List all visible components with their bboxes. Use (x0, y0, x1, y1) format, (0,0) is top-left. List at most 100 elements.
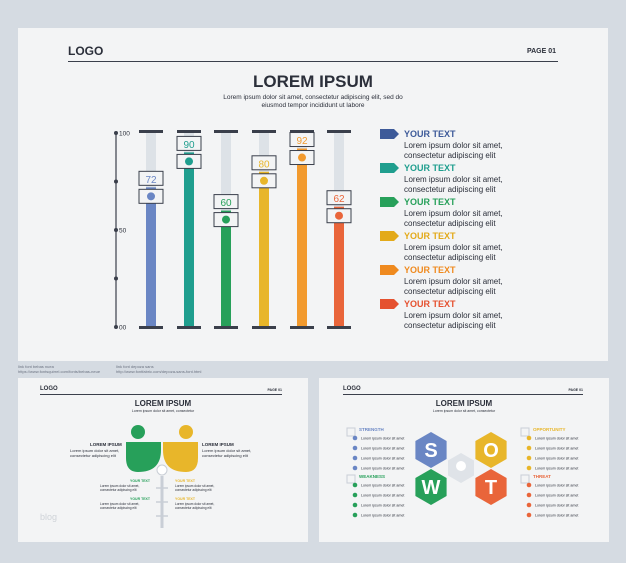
bar (334, 206, 344, 327)
bars-group: 72 90 60 80 92 62 (138, 130, 352, 329)
bar-bottom-cap (139, 326, 163, 329)
handshake-icon (260, 176, 268, 185)
y-tick-label: 50 (119, 228, 127, 235)
bullet-dot (526, 502, 532, 508)
font-caption-left-2[interactable]: https://www.fontsquirrel.com/fonts/bebas… (18, 369, 101, 374)
checkbox-icon (346, 474, 356, 484)
bullet-dot (526, 512, 532, 518)
legend-title: YOUR TEXT (404, 299, 456, 309)
value-label: 90 (183, 140, 195, 151)
checkbox-icon (520, 427, 530, 437)
checkbox-icon (346, 427, 356, 437)
legend-title: YOUR TEXT (404, 231, 456, 241)
bar (221, 210, 231, 327)
bar-bottom-cap (177, 326, 201, 329)
y-tick-label: 100 (119, 131, 130, 138)
item-1-label: YOUR TEXT (130, 479, 151, 483)
item-4-label: YOUR TEXT (175, 497, 196, 501)
legend-group: YOUR TEXT Lorem ipsum dolor sit amet, cons… (380, 129, 503, 330)
font-caption-right-2[interactable]: http://www.fontfabric.com/depoza-sans-fo… (116, 369, 202, 374)
swot-sub: Lorem ipsum dolor sit amet, consectetur (432, 409, 496, 413)
swot-hexagon (415, 432, 447, 468)
bullet-dot (526, 455, 532, 461)
main-slide: LOGO PAGE 01 LOREM IPSUM Lorem ipsum dol… (18, 28, 608, 361)
swot-rule (343, 394, 583, 395)
y-tick-label: 00 (119, 325, 127, 332)
item-2-label: YOUR TEXT (175, 479, 196, 483)
bullet-dot (352, 465, 358, 471)
bullet-dot (352, 502, 358, 508)
bullet-dot (526, 435, 532, 441)
legend-text-1: Lorem ipsum dolor sit amet, (404, 141, 503, 150)
right-head: LOREM IPSUM (202, 442, 234, 447)
bullet-text: Lorem ipsum dolor sit amet (535, 484, 578, 488)
bullet-dot (352, 445, 358, 451)
bar-top-cap (327, 130, 351, 133)
bar-top-cap (252, 130, 276, 133)
bar (297, 148, 307, 327)
thumb-rule (40, 394, 282, 395)
microphone-icon (335, 211, 343, 220)
swot-diagram: S O W T Lorem ipsum dolor sit amet Lorem ipsu… (346, 427, 578, 518)
thumb-logo: LOGO (40, 386, 58, 392)
item-3-label: YOUR TEXT (130, 497, 151, 501)
bullet-dot (526, 492, 532, 498)
legend-title: YOUR TEXT (404, 265, 456, 275)
item-4-text: Lorem ipsum dolor sit amet, consectetur … (175, 502, 215, 510)
swot-hexagon (475, 469, 507, 505)
recycle-icon (185, 157, 193, 166)
legend-text-1: Lorem ipsum dolor sit amet, (404, 175, 503, 184)
people-diagram (126, 425, 198, 528)
left-head: LOREM IPSUM (90, 442, 122, 447)
header-rule (68, 61, 558, 62)
value-label-box (289, 132, 315, 148)
y-axis-dot (114, 179, 118, 184)
bullet-text: Lorem ipsum dolor sit amet (361, 467, 404, 471)
bullet-dot (526, 482, 532, 488)
value-label-box (213, 194, 239, 210)
opportunity-label: OPPORTUNITY (533, 427, 566, 432)
swot-hexagon (475, 432, 507, 468)
bullet-text: Lorem ipsum dolor sit amet (535, 437, 578, 441)
legend-arrow-icon (380, 129, 399, 139)
bar (259, 171, 269, 327)
value-label-box (326, 190, 352, 206)
bullet-text: Lorem ipsum dolor sit amet (361, 457, 404, 461)
y-axis-dot (114, 228, 118, 232)
watermark: blog (40, 512, 58, 522)
legend-text-2: consectetur adipiscing elit (404, 287, 496, 296)
lightbulb-icon (222, 215, 230, 224)
subtitle-line-2: eiusmod tempor incididunt ut labore (261, 102, 365, 109)
item-2-text: Lorem ipsum dolor sit amet, consectetur … (175, 484, 215, 492)
legend-title: YOUR TEXT (404, 163, 456, 173)
person-head-green (131, 425, 145, 439)
legend-text-2: consectetur adipiscing elit (404, 219, 496, 228)
bar-bottom-cap (327, 326, 351, 329)
left-text: Lorem ipsum dolor sit amet, consectetur … (70, 448, 120, 458)
bullet-text: Lorem ipsum dolor sit amet (361, 514, 404, 518)
bullet-text: Lorem ipsum dolor sit amet (361, 504, 404, 508)
thumb-sub: Lorem ipsum dolor sit amet, consectetur (131, 409, 195, 413)
legend-text-1: Lorem ipsum dolor sit amet, (404, 243, 503, 252)
bullet-text: Lorem ipsum dolor sit amet (361, 437, 404, 441)
swot-letter: W (422, 477, 441, 499)
thumbnail-slide-people[interactable]: LOGO PAGE 01 LOREM IPSUM Lorem ipsum dol… (18, 378, 308, 542)
y-axis-dot (114, 131, 118, 135)
y-axis: 100 50 00 (114, 131, 130, 332)
bar-top-cap (214, 130, 238, 133)
value-label-box (176, 135, 202, 151)
swot-logo: LOGO (343, 386, 361, 392)
logo: LOGO (68, 44, 104, 58)
thumbnail-slide-swot[interactable]: LOGO PAGE 01 LOREM IPSUM Lorem ipsum dol… (319, 378, 609, 542)
font-caption-right-1: link font depoza sans (116, 364, 154, 369)
bullet-dot (352, 435, 358, 441)
person-body-yellow (163, 442, 198, 472)
legend-text-1: Lorem ipsum dolor sit amet, (404, 311, 503, 320)
bullet-text: Lorem ipsum dolor sit amet (361, 494, 404, 498)
y-axis-dot (114, 276, 118, 281)
bullet-text: Lorem ipsum dolor sit amet (535, 447, 578, 451)
rocket-icon (147, 192, 155, 201)
bullet-dot (526, 445, 532, 451)
value-label: 60 (220, 198, 232, 209)
thumb-title: LOREM IPSUM (134, 399, 192, 408)
